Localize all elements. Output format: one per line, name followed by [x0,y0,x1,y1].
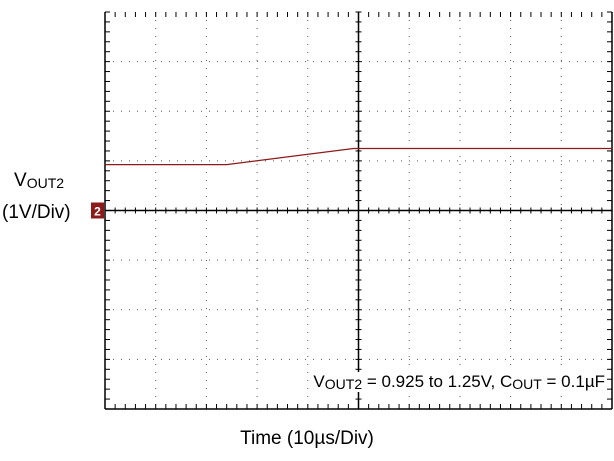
trace-conditions-annotation: VOUT2 = 0.925 to 1.25V, COUT = 0.1µF [312,372,606,392]
channel-ground-marker-label: 2 [94,205,101,219]
y-axis-label-scale: (1V/Div) [2,202,71,223]
y-axis-label-signal: VOUT2 [14,170,65,191]
channel-ground-marker [91,202,104,219]
voltage-trace [105,147,612,166]
x-axis-label: Time (10µs/Div) [240,428,374,449]
